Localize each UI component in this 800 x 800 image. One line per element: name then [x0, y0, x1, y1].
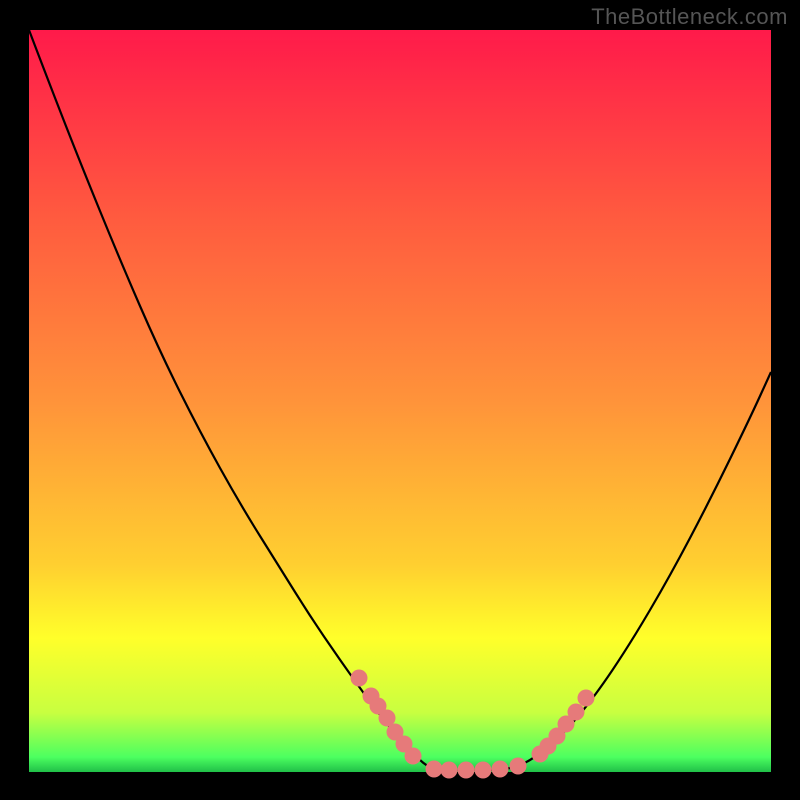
data-marker: [458, 762, 475, 779]
chart-container: TheBottleneck.com: [0, 0, 800, 800]
data-marker: [510, 758, 527, 775]
data-marker: [351, 670, 368, 687]
data-marker: [426, 761, 443, 778]
marker-group: [351, 670, 595, 779]
bottleneck-curve: [29, 30, 771, 770]
data-marker: [405, 748, 422, 765]
data-marker: [441, 762, 458, 779]
data-marker: [578, 690, 595, 707]
data-marker: [492, 761, 509, 778]
data-marker: [475, 762, 492, 779]
chart-svg: [0, 0, 800, 800]
data-marker: [568, 704, 585, 721]
